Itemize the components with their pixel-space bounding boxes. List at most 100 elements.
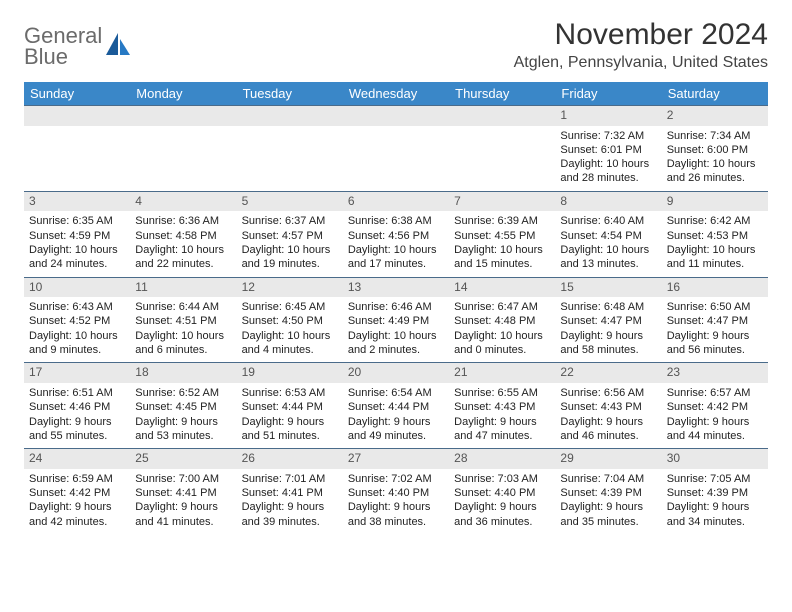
day-number: 9 <box>662 192 768 212</box>
day-info-line: Sunrise: 6:42 AM <box>667 214 763 228</box>
day-cell <box>24 106 130 191</box>
day-cell: 27Sunrise: 7:02 AMSunset: 4:40 PMDayligh… <box>343 449 449 534</box>
day-info-line: Daylight: 9 hours and 35 minutes. <box>560 500 656 529</box>
day-cell: 8Sunrise: 6:40 AMSunset: 4:54 PMDaylight… <box>555 192 661 277</box>
day-info-line: Sunset: 4:52 PM <box>29 314 125 328</box>
day-number: 26 <box>237 449 343 469</box>
day-body: Sunrise: 6:44 AMSunset: 4:51 PMDaylight:… <box>130 297 236 362</box>
day-header-sun: Sunday <box>24 82 130 105</box>
day-number: 27 <box>343 449 449 469</box>
day-header-thu: Thursday <box>449 82 555 105</box>
day-info-line: Sunrise: 6:45 AM <box>242 300 338 314</box>
day-body <box>343 126 449 134</box>
day-info-line: Daylight: 10 hours and 24 minutes. <box>29 243 125 272</box>
day-number <box>343 106 449 126</box>
day-body: Sunrise: 7:32 AMSunset: 6:01 PMDaylight:… <box>555 126 661 191</box>
day-info-line: Daylight: 10 hours and 22 minutes. <box>135 243 231 272</box>
day-info-line: Sunset: 4:39 PM <box>667 486 763 500</box>
day-number: 6 <box>343 192 449 212</box>
day-info-line: Sunset: 6:01 PM <box>560 143 656 157</box>
day-cell: 1Sunrise: 7:32 AMSunset: 6:01 PMDaylight… <box>555 106 661 191</box>
day-body: Sunrise: 6:48 AMSunset: 4:47 PMDaylight:… <box>555 297 661 362</box>
day-number: 23 <box>662 363 768 383</box>
day-info-line: Daylight: 10 hours and 13 minutes. <box>560 243 656 272</box>
day-cell: 28Sunrise: 7:03 AMSunset: 4:40 PMDayligh… <box>449 449 555 534</box>
day-body: Sunrise: 6:55 AMSunset: 4:43 PMDaylight:… <box>449 383 555 448</box>
weeks-container: 1Sunrise: 7:32 AMSunset: 6:01 PMDaylight… <box>24 105 768 534</box>
day-header-wed: Wednesday <box>343 82 449 105</box>
day-number: 29 <box>555 449 661 469</box>
day-info-line: Daylight: 9 hours and 56 minutes. <box>667 329 763 358</box>
day-number: 19 <box>237 363 343 383</box>
day-info-line: Sunset: 4:54 PM <box>560 229 656 243</box>
day-body <box>237 126 343 134</box>
day-info-line: Sunrise: 6:50 AM <box>667 300 763 314</box>
day-number: 22 <box>555 363 661 383</box>
day-info-line: Sunrise: 7:02 AM <box>348 472 444 486</box>
day-info-line: Daylight: 10 hours and 4 minutes. <box>242 329 338 358</box>
day-info-line: Sunrise: 7:32 AM <box>560 129 656 143</box>
day-number: 4 <box>130 192 236 212</box>
day-body <box>24 126 130 134</box>
day-info-line: Daylight: 10 hours and 6 minutes. <box>135 329 231 358</box>
day-cell <box>237 106 343 191</box>
day-body: Sunrise: 7:00 AMSunset: 4:41 PMDaylight:… <box>130 469 236 534</box>
day-info-line: Daylight: 9 hours and 38 minutes. <box>348 500 444 529</box>
day-header-mon: Monday <box>130 82 236 105</box>
day-number: 16 <box>662 278 768 298</box>
day-cell: 12Sunrise: 6:45 AMSunset: 4:50 PMDayligh… <box>237 278 343 363</box>
day-info-line: Daylight: 9 hours and 47 minutes. <box>454 415 550 444</box>
day-cell: 30Sunrise: 7:05 AMSunset: 4:39 PMDayligh… <box>662 449 768 534</box>
day-info-line: Sunrise: 7:01 AM <box>242 472 338 486</box>
week-row: 24Sunrise: 6:59 AMSunset: 4:42 PMDayligh… <box>24 448 768 534</box>
day-number: 28 <box>449 449 555 469</box>
day-info-line: Sunset: 4:58 PM <box>135 229 231 243</box>
day-info-line: Sunrise: 7:03 AM <box>454 472 550 486</box>
day-body: Sunrise: 7:34 AMSunset: 6:00 PMDaylight:… <box>662 126 768 191</box>
day-info-line: Sunset: 4:41 PM <box>242 486 338 500</box>
day-header-tue: Tuesday <box>237 82 343 105</box>
day-header-row: Sunday Monday Tuesday Wednesday Thursday… <box>24 82 768 105</box>
day-cell: 3Sunrise: 6:35 AMSunset: 4:59 PMDaylight… <box>24 192 130 277</box>
day-info-line: Sunrise: 6:47 AM <box>454 300 550 314</box>
day-body: Sunrise: 7:01 AMSunset: 4:41 PMDaylight:… <box>237 469 343 534</box>
day-body: Sunrise: 6:57 AMSunset: 4:42 PMDaylight:… <box>662 383 768 448</box>
day-body: Sunrise: 6:38 AMSunset: 4:56 PMDaylight:… <box>343 211 449 276</box>
day-info-line: Daylight: 10 hours and 28 minutes. <box>560 157 656 186</box>
day-number: 17 <box>24 363 130 383</box>
day-body: Sunrise: 6:37 AMSunset: 4:57 PMDaylight:… <box>237 211 343 276</box>
day-number: 8 <box>555 192 661 212</box>
day-info-line: Sunset: 4:42 PM <box>667 400 763 414</box>
day-cell: 13Sunrise: 6:46 AMSunset: 4:49 PMDayligh… <box>343 278 449 363</box>
day-header-sat: Saturday <box>662 82 768 105</box>
day-info-line: Sunrise: 7:00 AM <box>135 472 231 486</box>
day-cell: 26Sunrise: 7:01 AMSunset: 4:41 PMDayligh… <box>237 449 343 534</box>
day-number: 10 <box>24 278 130 298</box>
day-body: Sunrise: 6:54 AMSunset: 4:44 PMDaylight:… <box>343 383 449 448</box>
day-info-line: Daylight: 9 hours and 51 minutes. <box>242 415 338 444</box>
day-info-line: Daylight: 9 hours and 49 minutes. <box>348 415 444 444</box>
day-info-line: Daylight: 10 hours and 2 minutes. <box>348 329 444 358</box>
day-info-line: Daylight: 9 hours and 46 minutes. <box>560 415 656 444</box>
day-number: 5 <box>237 192 343 212</box>
week-row: 17Sunrise: 6:51 AMSunset: 4:46 PMDayligh… <box>24 362 768 448</box>
day-info-line: Daylight: 10 hours and 26 minutes. <box>667 157 763 186</box>
day-number <box>130 106 236 126</box>
day-info-line: Sunset: 4:56 PM <box>348 229 444 243</box>
day-info-line: Sunset: 4:47 PM <box>667 314 763 328</box>
day-info-line: Sunset: 4:51 PM <box>135 314 231 328</box>
day-body: Sunrise: 6:51 AMSunset: 4:46 PMDaylight:… <box>24 383 130 448</box>
month-title: November 2024 <box>514 18 768 52</box>
day-info-line: Sunset: 4:57 PM <box>242 229 338 243</box>
day-body: Sunrise: 6:53 AMSunset: 4:44 PMDaylight:… <box>237 383 343 448</box>
day-info-line: Daylight: 9 hours and 42 minutes. <box>29 500 125 529</box>
day-info-line: Sunset: 4:39 PM <box>560 486 656 500</box>
day-number: 3 <box>24 192 130 212</box>
day-number: 30 <box>662 449 768 469</box>
day-number: 12 <box>237 278 343 298</box>
day-info-line: Sunset: 4:43 PM <box>560 400 656 414</box>
day-info-line: Sunset: 4:59 PM <box>29 229 125 243</box>
day-body <box>130 126 236 134</box>
day-body: Sunrise: 6:36 AMSunset: 4:58 PMDaylight:… <box>130 211 236 276</box>
day-cell: 10Sunrise: 6:43 AMSunset: 4:52 PMDayligh… <box>24 278 130 363</box>
